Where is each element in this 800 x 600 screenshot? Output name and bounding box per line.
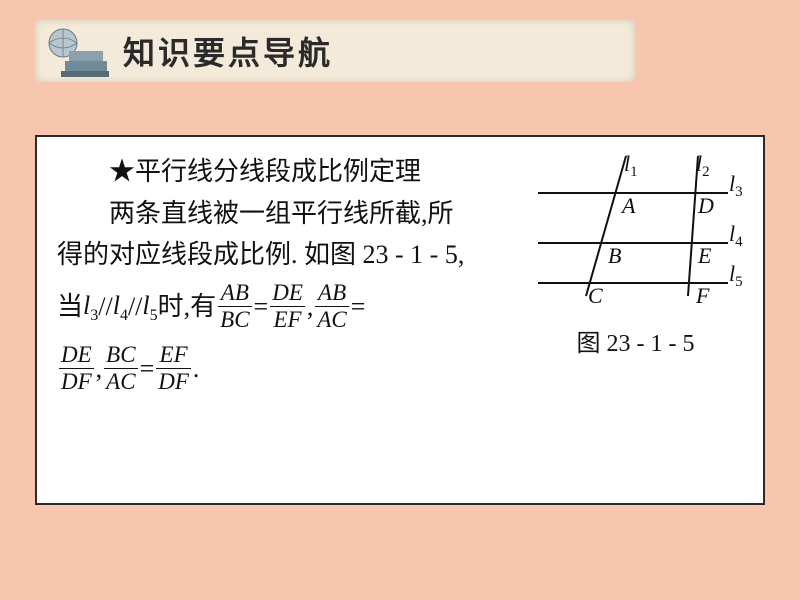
body-line-1: 两条直线被一组平行线所截,所 [57,193,517,235]
diagram: l1 l2 l3 l4 l5 A B C D E F 图 23 - 1 - 5 [528,151,743,363]
frac-de-df: DEDF [59,343,94,394]
svg-text:l5: l5 [729,261,743,290]
l5-sym: l5 [142,285,157,329]
eq1: = [254,286,269,328]
when-mid: 时,有 [158,286,217,328]
dot-end: . [193,348,200,390]
l4-sym: l4 [113,285,128,329]
svg-text:l4: l4 [729,221,743,250]
frac-ef-df: EFDF [156,343,191,394]
when-pre: 当 [57,286,83,328]
globe-books-icon [41,23,111,79]
body1-text: 两条直线被一组平行线所截,所 [109,199,454,228]
frac-bc-ac: BCAC [104,343,137,394]
content-inner: ★平行线分线段成比例定理 两条直线被一组平行线所截,所 得的对应线段成比例. 如… [37,137,763,503]
parallel-1: // [98,286,112,328]
svg-text:E: E [697,243,712,268]
diagram-caption: 图 23 - 1 - 5 [528,325,743,363]
svg-text:F: F [695,283,710,306]
header-title: 知识要点导航 [123,28,333,74]
frac-de-ef: DEEF [270,281,305,332]
eq3: = [140,348,155,390]
svg-text:B: B [608,243,621,268]
l3-sym: l3 [83,285,98,329]
svg-text:l1: l1 [624,151,638,180]
frac-ab-ac: ABAC [315,281,348,332]
svg-text:A: A [620,193,636,218]
body-line-2: 得的对应线段成比例. 如图 23 - 1 - 5, [57,234,527,276]
body-line-3: 当 l3 // l4 // l5 时,有 ABBC = DEEF , ABAC [57,276,537,338]
comma2: , [96,348,103,390]
svg-text:C: C [588,283,603,306]
comma1: , [307,286,314,328]
body2-text: 得的对应线段成比例. 如图 23 - 1 - 5, [57,240,464,269]
parallel-lines-figure: l1 l2 l3 l4 l5 A B C D E F [528,151,743,306]
theorem-title-line: ★平行线分线段成比例定理 [57,151,517,193]
header-bar: 知识要点导航 [35,20,635,82]
eq2: = [351,286,366,328]
content-box: ★平行线分线段成比例定理 两条直线被一组平行线所截,所 得的对应线段成比例. 如… [35,135,765,505]
theorem-title: ★平行线分线段成比例定理 [109,157,421,186]
svg-text:D: D [697,193,714,218]
svg-text:l3: l3 [729,171,743,200]
parallel-2: // [128,286,142,328]
frac-ab-bc: ABBC [218,281,251,332]
svg-text:l2: l2 [696,151,710,180]
